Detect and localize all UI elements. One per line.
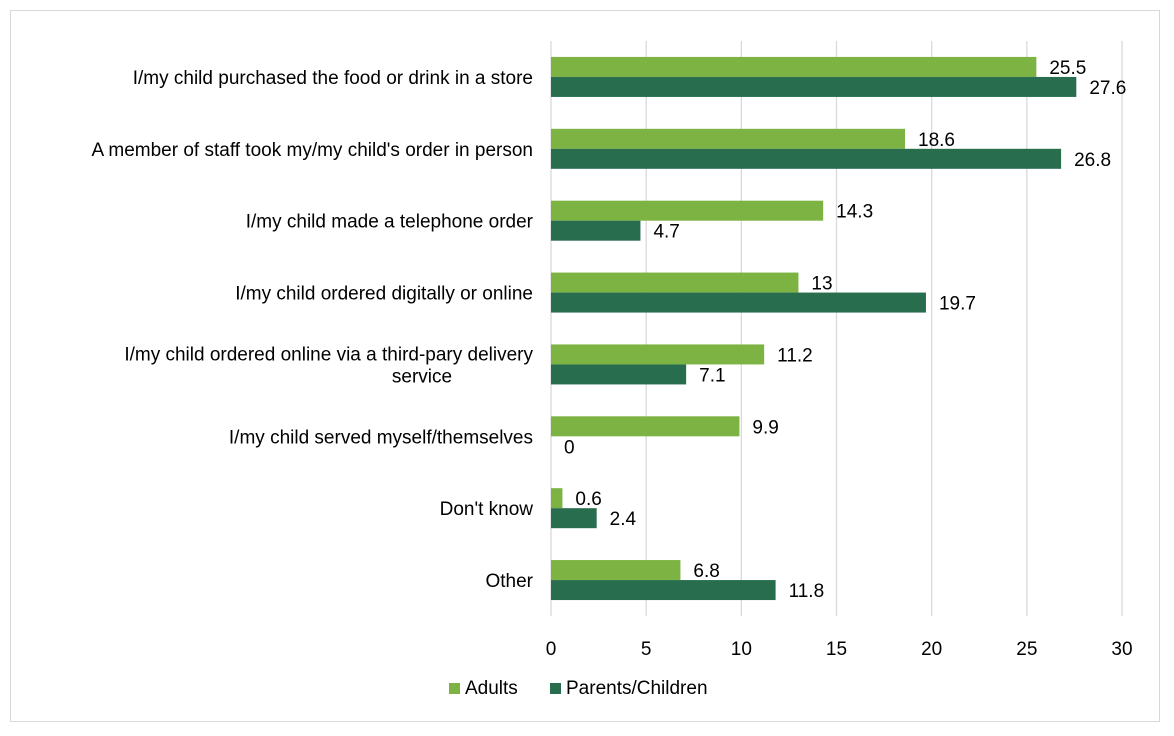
legend-label-adults: Adults xyxy=(465,678,518,699)
data-label-adults: 13 xyxy=(811,274,832,295)
data-label-parents-children: 26.8 xyxy=(1074,150,1111,171)
x-tick-labels: 0 5 10 15 20 25 30 xyxy=(546,639,1133,660)
bar-adults-5 xyxy=(551,416,740,437)
bar-adults-3 xyxy=(551,272,799,293)
x-tick-label: 10 xyxy=(731,639,752,660)
category-label: A member of staff took my/my child's ord… xyxy=(91,140,533,161)
data-label-adults: 18.6 xyxy=(918,130,955,151)
category-label: I/my child made a telephone order xyxy=(246,212,534,233)
category-label: I/my child purchased the food or drink i… xyxy=(133,68,533,89)
bar-parents-children-7 xyxy=(551,580,776,601)
data-label-parents-children: 0 xyxy=(564,437,575,458)
x-tick-label: 15 xyxy=(826,639,847,660)
category-label: I/my child served myself/themselves xyxy=(229,427,533,448)
data-label-adults: 6.8 xyxy=(693,561,719,582)
data-label-adults: 11.2 xyxy=(777,345,813,366)
x-tick-label: 0 xyxy=(546,639,557,660)
legend: Adults Parents/Children xyxy=(449,678,708,699)
legend-swatch-adults xyxy=(449,683,460,694)
bar-parents-children-3 xyxy=(551,292,926,313)
legend-swatch-parents-children xyxy=(550,683,561,694)
data-label-parents-children: 2.4 xyxy=(610,509,637,530)
bar-adults-0 xyxy=(551,56,1037,77)
data-labels: 25.527.6 18.6 26.8 14.3 4.7 13 19.7 11.2 7.1 9.9 0… xyxy=(564,58,1126,602)
data-label-adults: 0.6 xyxy=(575,489,601,510)
x-tick-label: 5 xyxy=(641,639,652,660)
data-label-adults: 9.9 xyxy=(752,417,778,438)
bars xyxy=(551,56,1077,601)
bar-parents-children-0 xyxy=(551,76,1077,97)
legend-label-parents-children: Parents/Children xyxy=(566,678,708,699)
category-label: I/my child ordered digitally or online xyxy=(235,284,533,305)
gridlines xyxy=(645,41,1123,616)
data-label-adults: 14.3 xyxy=(836,202,873,223)
data-label-parents-children: 4.7 xyxy=(653,222,679,243)
chart-svg: 25.527.6 18.6 26.8 14.3 4.7 13 19.7 11.2 7.1 9.9 0… xyxy=(91,41,1133,699)
bar-parents-children-2 xyxy=(551,220,641,241)
bar-parents-children-4 xyxy=(551,364,687,385)
bar-parents-children-6 xyxy=(551,508,597,529)
bar-parents-children-1 xyxy=(551,148,1062,169)
x-tick-label: 25 xyxy=(1016,639,1037,660)
data-label-parents-children: 7.1 xyxy=(699,365,725,386)
category-labels: I/my child purchased the food or drink i… xyxy=(91,68,533,592)
x-tick-label: 30 xyxy=(1111,639,1132,660)
data-label-parents-children: 27.6 xyxy=(1089,78,1126,99)
bar-adults-4 xyxy=(551,344,765,365)
data-label-adults: 25.5 xyxy=(1049,58,1086,79)
category-label: Other xyxy=(485,571,533,592)
category-label: I/my child ordered online via a third-pa… xyxy=(124,344,533,365)
data-label-parents-children: 11.8 xyxy=(789,581,825,602)
chart-frame: 25.5 27.6 18.6 26.8 14.3 4.7 13 19.7 11.2 7.1 9.9 0… xyxy=(10,10,1160,722)
x-tick-label: 20 xyxy=(921,639,942,660)
bar-adults-1 xyxy=(551,128,906,149)
data-label-parents-children: 19.7 xyxy=(939,294,976,315)
bar-adults-6 xyxy=(551,488,563,509)
bar-adults-7 xyxy=(551,560,681,581)
category-label: Don't know xyxy=(440,499,534,520)
bar-adults-2 xyxy=(551,200,824,221)
category-label: service xyxy=(392,366,452,387)
